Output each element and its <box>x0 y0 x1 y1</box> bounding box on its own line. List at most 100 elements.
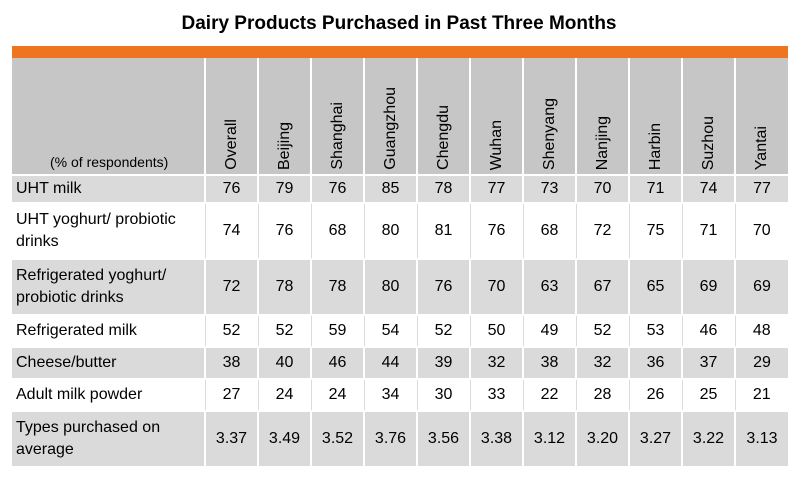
table-cell: 37 <box>681 346 735 379</box>
table-cell: 3.56 <box>416 410 470 466</box>
table-cell: 3.49 <box>257 410 311 466</box>
table-cell: 68 <box>310 202 364 259</box>
table-cell: 3.20 <box>575 410 629 466</box>
table-cell: 3.76 <box>363 410 417 466</box>
column-header-label: Yantai <box>753 125 770 170</box>
table-cell: 78 <box>416 174 470 203</box>
table-cell: 30 <box>416 378 470 411</box>
column-header: Nanjing <box>575 58 629 175</box>
table-cell: 79 <box>257 174 311 203</box>
table-cell: 52 <box>416 314 470 347</box>
column-header: Chengdu <box>416 58 470 175</box>
unit-label: (% of respondents) <box>12 58 205 175</box>
table-cell: 28 <box>575 378 629 411</box>
table-cell: 25 <box>681 378 735 411</box>
row-label: UHT milk <box>12 174 205 203</box>
table-cell: 49 <box>522 314 576 347</box>
table-cell: 69 <box>734 258 788 315</box>
table-cell: 72 <box>575 202 629 259</box>
table-cell: 59 <box>310 314 364 347</box>
table-cell: 44 <box>363 346 417 379</box>
row-label: UHT yoghurt/ probiotic drinks <box>12 202 205 259</box>
column-header: Wuhan <box>469 58 523 175</box>
table-cell: 80 <box>363 258 417 315</box>
table-cell: 40 <box>257 346 311 379</box>
data-table: (% of respondents) Overall Beijing Shangha… <box>12 58 788 466</box>
table-cell: 36 <box>628 346 682 379</box>
table-cell: 75 <box>628 202 682 259</box>
column-header-label: Shanghai <box>328 102 346 170</box>
table-cell: 3.22 <box>681 410 735 466</box>
table-cell: 68 <box>522 202 576 259</box>
table-cell: 52 <box>257 314 311 347</box>
table-cell: 78 <box>310 258 364 315</box>
table-row: Refrigerated milk 52 52 59 54 52 50 49 52 53 46 48 <box>12 314 788 347</box>
column-header-label: Guangzhou <box>381 87 399 170</box>
column-header-label: Chengdu <box>434 105 452 170</box>
column-header: Shanghai <box>310 58 364 175</box>
table-cell: 81 <box>416 202 470 259</box>
column-header: Guangzhou <box>363 58 417 175</box>
table-cell: 24 <box>310 378 364 411</box>
row-label: Types purchased on average <box>12 410 205 466</box>
table-row: Adult milk powder 27 24 24 34 30 33 22 28 26 25 21 <box>12 378 788 411</box>
accent-bar <box>12 46 788 58</box>
table-cell: 38 <box>522 346 576 379</box>
table-cell: 39 <box>416 346 470 379</box>
column-header-label: Wuhan <box>487 119 505 170</box>
table-cell: 78 <box>257 258 311 315</box>
table-cell: 77 <box>734 174 788 203</box>
table-cell: 26 <box>628 378 682 411</box>
table-cell: 74 <box>204 202 258 259</box>
table-cell: 52 <box>204 314 258 347</box>
table-cell: 29 <box>734 346 788 379</box>
table-cell: 50 <box>469 314 523 347</box>
table-cell: 52 <box>575 314 629 347</box>
table-cell: 73 <box>522 174 576 203</box>
column-header: Shenyang <box>522 58 576 175</box>
table-cell: 3.52 <box>310 410 364 466</box>
table-cell: 76 <box>257 202 311 259</box>
table-cell: 48 <box>734 314 788 347</box>
table-cell: 3.38 <box>469 410 523 466</box>
table-row: Cheese/butter 38 40 46 44 39 32 38 32 36 37 29 <box>12 346 788 379</box>
table-cell: 24 <box>257 378 311 411</box>
table-cell: 3.12 <box>522 410 576 466</box>
table-cell: 27 <box>204 378 258 411</box>
header-row: (% of respondents) Overall Beijing Shangha… <box>12 58 788 175</box>
table-row: UHT milk 76 79 76 85 78 77 73 70 71 74 77 <box>12 174 788 203</box>
table-cell: 76 <box>310 174 364 203</box>
table-cell: 76 <box>416 258 470 315</box>
column-header: Overall <box>204 58 258 175</box>
table-row: Types purchased on average 3.37 3.49 3.52 3.… <box>12 410 788 466</box>
table-cell: 53 <box>628 314 682 347</box>
column-header-label: Shenyang <box>540 97 558 170</box>
table-cell: 32 <box>575 346 629 379</box>
row-label: Adult milk powder <box>12 378 205 411</box>
column-header-label: Beijing <box>275 121 293 170</box>
table-cell: 3.13 <box>734 410 788 466</box>
table-cell: 34 <box>363 378 417 411</box>
table-cell: 38 <box>204 346 258 379</box>
table-cell: 67 <box>575 258 629 315</box>
table-cell: 74 <box>681 174 735 203</box>
table-row: Refrigerated yoghurt/ probiotic drinks 72… <box>12 258 788 315</box>
table-cell: 63 <box>522 258 576 315</box>
row-label: Refrigerated yoghurt/ probiotic drinks <box>12 258 205 315</box>
column-header-label: Nanjing <box>593 115 611 170</box>
column-header-label: Harbin <box>646 122 664 170</box>
table-cell: 69 <box>681 258 735 315</box>
chart-title: Dairy Products Purchased in Past Three M… <box>181 13 617 34</box>
table-cell: 33 <box>469 378 523 411</box>
table-cell: 72 <box>204 258 258 315</box>
table-cell: 70 <box>734 202 788 259</box>
table-row: UHT yoghurt/ probiotic drinks 74 76 68 80 81 7… <box>12 202 788 259</box>
table-cell: 21 <box>734 378 788 411</box>
table-cell: 80 <box>363 202 417 259</box>
table-cell: 65 <box>628 258 682 315</box>
table-cell: 22 <box>522 378 576 411</box>
table-cell: 71 <box>681 202 735 259</box>
column-header-label: Overall <box>222 119 240 170</box>
table-cell: 3.27 <box>628 410 682 466</box>
table-cell: 85 <box>363 174 417 203</box>
